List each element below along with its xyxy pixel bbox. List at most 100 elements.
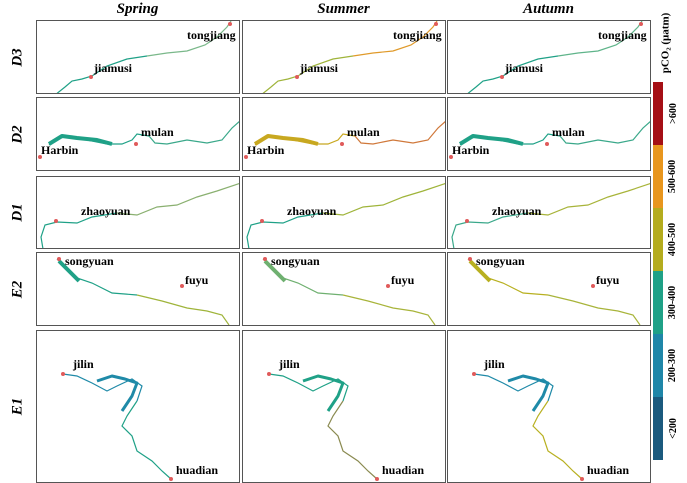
row-label-text: D1 (9, 203, 26, 222)
river-segment (148, 120, 239, 145)
city-label-mulan: mulan (141, 125, 174, 139)
river-map (61, 372, 173, 481)
row-label-d3: D3 (4, 20, 32, 94)
city-marker (386, 284, 390, 288)
legend-label-text: <200 (667, 418, 679, 439)
legend-title: pCO₂ (μatm) (652, 8, 678, 78)
city-label-zhaoyuan: zhaoyuan (81, 204, 131, 218)
river-segment (40, 212, 118, 248)
city-marker (375, 477, 379, 481)
row-label-text: D3 (9, 47, 26, 67)
city-label-mulan: mulan (552, 125, 585, 139)
river-segment (262, 55, 354, 93)
river-map (267, 372, 379, 481)
city-label-tongjiang: tongjiang (187, 28, 236, 42)
river-wide-section (96, 374, 139, 412)
river-map (451, 183, 650, 248)
river-wide-section (253, 134, 319, 146)
river-segment (557, 21, 643, 57)
city-marker (244, 155, 248, 159)
row-label-d2: D2 (4, 97, 32, 171)
river-segment (527, 183, 650, 216)
city-marker (468, 257, 472, 261)
city-marker (228, 22, 232, 26)
city-marker (169, 477, 173, 481)
city-label-fuyu: fuyu (596, 273, 620, 287)
river-segment (473, 373, 554, 402)
river-map (244, 120, 445, 159)
map-panel-e2-spring: songyuan fuyu (36, 252, 240, 326)
city-label-fuyu: fuyu (391, 273, 415, 287)
river-segment (56, 55, 148, 93)
legend-label: 300-400 (664, 271, 682, 334)
city-marker (639, 22, 643, 26)
row-label-e1: E1 (4, 330, 32, 483)
city-label-jiamusi: jiamusi (300, 61, 339, 75)
city-label-zhaoyuan: zhaoyuan (287, 204, 337, 218)
river-segment (354, 120, 445, 145)
river-map (472, 372, 584, 481)
city-label-jilin: jilin (279, 357, 300, 371)
city-marker (57, 257, 61, 261)
river-segment (246, 212, 324, 248)
legend-label-text: 300-400 (667, 285, 679, 320)
river-map (449, 120, 650, 159)
city-label-huadian: huadian (176, 463, 219, 477)
map-panel-d2-summer: Harbin mulan (242, 97, 446, 171)
map-panel-d1-autumn: zhaoyuan (447, 176, 651, 249)
map-panel-d3-spring: jiamusi tongjiang (36, 20, 240, 94)
city-label-jilin: jilin (73, 357, 94, 371)
city-marker (61, 372, 65, 376)
season-title-spring: Spring (116, 1, 159, 17)
legend-swatch (653, 397, 663, 460)
city-marker (434, 22, 438, 26)
city-marker (340, 142, 344, 146)
river-wide-section (468, 259, 492, 283)
city-label-tongjiang: tongjiang (598, 28, 647, 42)
legend-swatch (653, 208, 663, 271)
legend-swatch (653, 271, 663, 334)
row-label-text: E2 (9, 280, 26, 298)
river-map (56, 257, 230, 325)
legend-title-text: pCO₂ (μatm) (659, 12, 671, 74)
city-label-jilin: jilin (484, 357, 505, 371)
city-marker (545, 142, 549, 146)
legend-label-text: >600 (667, 103, 679, 124)
city-marker (180, 284, 184, 288)
city-label-jiamusi: jiamusi (505, 61, 544, 75)
river-map (246, 183, 445, 248)
river-map (262, 21, 438, 93)
map-panel-e1-summer: jilin huadian (242, 330, 446, 483)
map-panel-d3-autumn: jiamusi tongjiang (447, 20, 651, 94)
map-panel-d1-spring: zhaoyuan (36, 176, 240, 249)
map-panel-d3-summer: jiamusi tongjiang (242, 20, 446, 94)
legend-label: 200-300 (664, 334, 682, 397)
river-wide-section (57, 259, 81, 283)
river-map (56, 21, 232, 93)
river-wide-section (47, 134, 113, 146)
map-panel-d1-summer: zhaoyuan (242, 176, 446, 249)
city-marker (580, 477, 584, 481)
river-map (38, 120, 239, 159)
city-label-songyuan: songyuan (476, 254, 525, 268)
river-segment (121, 400, 172, 480)
river-wide-section (458, 134, 524, 146)
city-label-harbin: Harbin (41, 143, 79, 157)
city-marker (267, 372, 271, 376)
season-title-autumn: Autumn (523, 1, 574, 17)
city-marker (591, 284, 595, 288)
row-label-e2: E2 (4, 252, 32, 326)
city-marker (38, 155, 42, 159)
city-label-harbin: Harbin (452, 143, 490, 157)
city-marker (54, 219, 58, 223)
city-label-tongjiang: tongjiang (393, 28, 442, 42)
season-title-summer: Summer (317, 1, 370, 17)
river-map (467, 21, 643, 93)
river-segment (136, 294, 230, 325)
river-segment (268, 373, 349, 402)
legend-label-text: 500-600 (667, 159, 679, 194)
map-panel-e2-autumn: songyuan fuyu (447, 252, 651, 326)
map-panel-e1-autumn: jilin huadian (447, 330, 651, 483)
river-wide-section (263, 259, 287, 283)
river-segment (532, 400, 583, 480)
